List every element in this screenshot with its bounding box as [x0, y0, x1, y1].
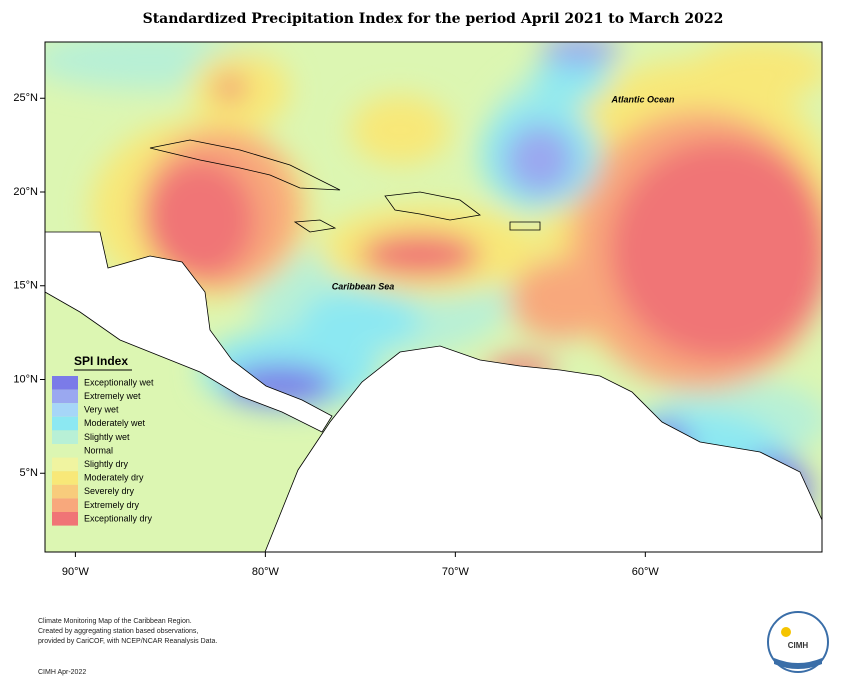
legend-label: Moderately wet [84, 418, 146, 428]
spi-area [505, 125, 575, 195]
y-tick-label: 5°N [20, 467, 39, 479]
logo: CIMH [767, 611, 829, 673]
footer-notes: Climate Monitoring Map of the Caribbean … [38, 617, 217, 647]
legend-label: Exceptionally dry [84, 513, 153, 523]
legend-label: Exceptionally wet [84, 377, 154, 387]
map-title: Standardized Precipitation Index for the… [143, 11, 724, 27]
legend-label: Severely dry [84, 486, 135, 496]
spi-field [45, 42, 822, 552]
legend-swatch [52, 416, 78, 431]
legend-swatch [52, 498, 78, 512]
legend-label: Slightly dry [84, 459, 129, 469]
jamaica [293, 219, 337, 233]
footer-credit: CIMH Apr-2022 [38, 669, 87, 676]
legend-label: Moderately dry [84, 473, 144, 483]
spi-area [215, 76, 245, 100]
legend-label: Extremely dry [84, 500, 140, 510]
spi-area [690, 42, 822, 100]
y-tick-label: 10°N [13, 373, 38, 385]
legend-label: Slightly wet [84, 432, 130, 442]
legend-swatch [52, 484, 78, 499]
x-tick-label: 90°W [62, 566, 90, 578]
south-america [264, 345, 822, 552]
island-outlines [149, 139, 541, 233]
y-tick-label: 20°N [13, 186, 38, 198]
spi-area [360, 233, 480, 277]
ocean-label: Caribbean Sea [332, 281, 395, 291]
legend-swatch [52, 376, 78, 390]
central-america [45, 231, 333, 433]
legend-title: SPI Index [74, 354, 128, 368]
footer-line: provided by CariCOF, with NCEP/NCAR Rean… [38, 638, 218, 645]
y-tick-label: 15°N [13, 280, 38, 292]
spi-area [530, 60, 610, 100]
x-tick-label: 60°W [632, 566, 660, 578]
footer-line: Created by aggregating station based obs… [38, 628, 199, 635]
x-tick-label: 70°W [442, 566, 470, 578]
hispaniola [384, 191, 481, 221]
legend-label: Very wet [84, 405, 119, 415]
spi-area [540, 42, 620, 65]
legend-swatch [52, 430, 78, 444]
legend-swatch [52, 457, 78, 472]
legend-swatch [52, 444, 78, 458]
logo-wave [774, 658, 822, 669]
legend-swatch [52, 471, 78, 485]
cuba [149, 139, 341, 191]
spi-area [350, 95, 450, 165]
spi-area [510, 260, 610, 340]
logo-ring [767, 611, 829, 673]
logo-text: CIMH [788, 641, 809, 650]
ocean-label: Atlantic Ocean [610, 94, 675, 104]
map-frame [44, 41, 823, 553]
y-tick-label: 25°N [13, 92, 38, 104]
spi-area [300, 290, 420, 350]
legend-swatch [52, 512, 78, 526]
legend-swatch [52, 389, 78, 404]
spi-area [145, 160, 255, 280]
map-figure: Standardized Precipitation Index for the… [13, 11, 823, 578]
footer-line: Climate Monitoring Map of the Caribbean … [38, 618, 192, 625]
legend-swatch [52, 403, 78, 417]
spi-area [610, 140, 822, 360]
logo-sun [781, 627, 791, 637]
legend-label: Extremely wet [84, 391, 141, 401]
x-tick-label: 80°W [252, 566, 280, 578]
legend-label: Normal [84, 445, 113, 455]
puerto-rico [509, 221, 541, 231]
land [45, 231, 822, 552]
